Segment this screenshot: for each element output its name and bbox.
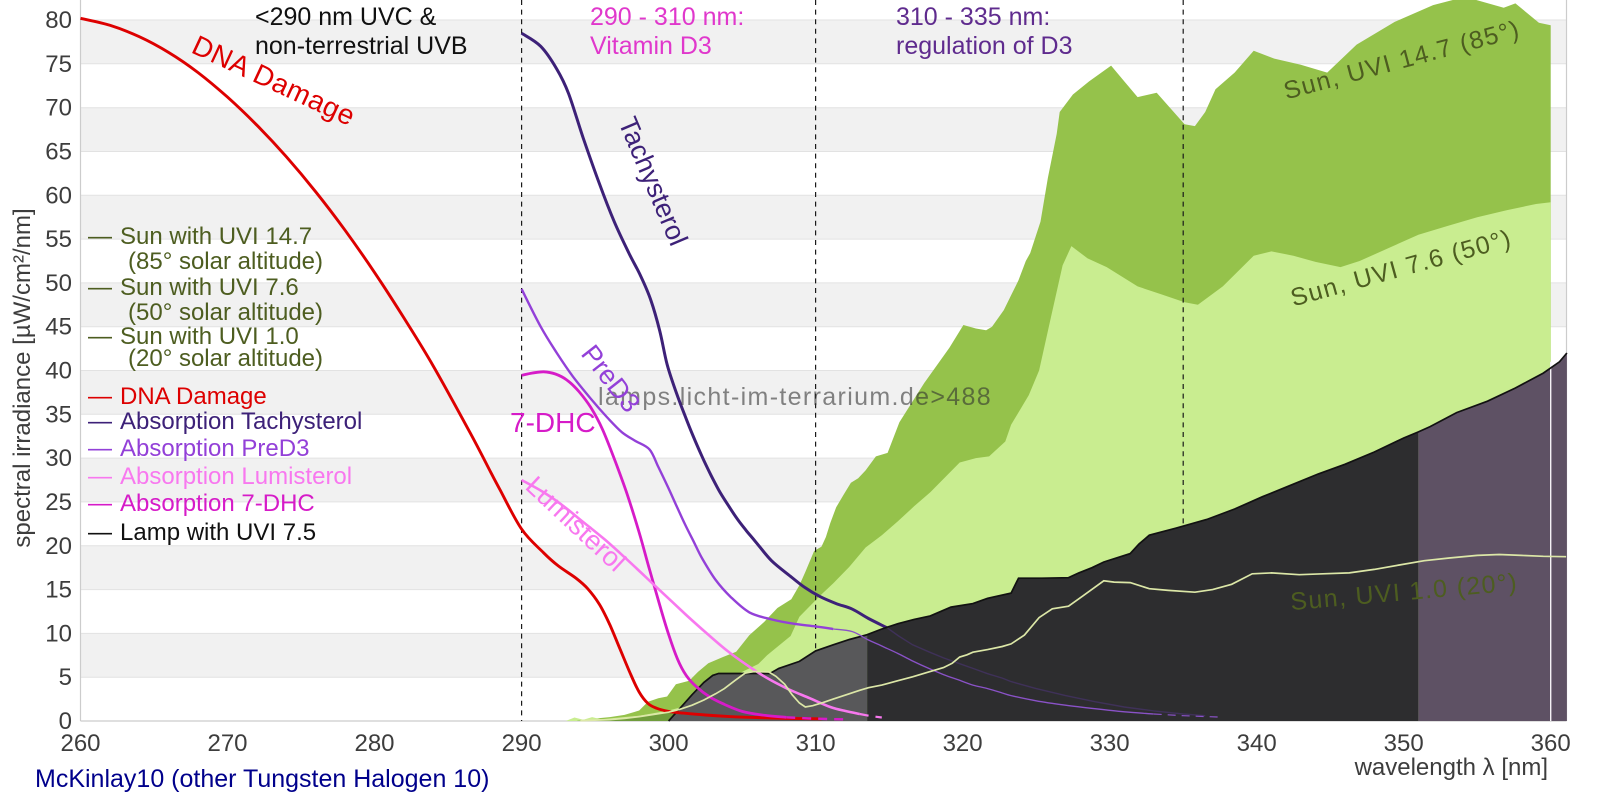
svg-text:(20° solar altitude): (20° solar altitude) <box>128 345 323 372</box>
svg-text:340: 340 <box>1237 730 1277 757</box>
svg-text:Sun with UVI 14.7: Sun with UVI 14.7 <box>120 223 312 250</box>
svg-text:lamps.licht-im-terrarium.de>48: lamps.licht-im-terrarium.de>488 <box>598 383 992 411</box>
svg-text:Absorption PreD3: Absorption PreD3 <box>120 435 309 462</box>
svg-text:—: — <box>88 519 112 546</box>
svg-text:55: 55 <box>45 226 72 253</box>
svg-text:DNA Damage: DNA Damage <box>120 383 267 410</box>
svg-text:45: 45 <box>45 314 72 341</box>
svg-text:—: — <box>88 435 112 462</box>
svg-text:10: 10 <box>45 620 72 647</box>
svg-text:0: 0 <box>59 708 72 735</box>
svg-text:330: 330 <box>1090 730 1130 757</box>
svg-text:360: 360 <box>1531 730 1571 757</box>
svg-text:spectral irradiance [µW/cm²/nm: spectral irradiance [µW/cm²/nm] <box>9 208 36 547</box>
svg-text:70: 70 <box>45 95 72 122</box>
svg-text:—: — <box>88 408 112 435</box>
svg-text:30: 30 <box>45 445 72 472</box>
svg-text:Absorption 7-DHC: Absorption 7-DHC <box>120 490 315 517</box>
svg-text:—: — <box>88 274 112 301</box>
svg-text:280: 280 <box>354 730 394 757</box>
svg-text:20: 20 <box>45 533 72 560</box>
svg-text:15: 15 <box>45 577 72 604</box>
svg-text:7-DHC: 7-DHC <box>510 407 596 438</box>
svg-text:Sun with UVI 7.6: Sun with UVI 7.6 <box>120 274 299 301</box>
svg-text:Sun with UVI 1.0: Sun with UVI 1.0 <box>120 323 299 350</box>
svg-text:40: 40 <box>45 358 72 385</box>
svg-text:<290 nm UVC &: <290 nm UVC & <box>255 3 437 31</box>
svg-text:350: 350 <box>1384 730 1424 757</box>
svg-text:35: 35 <box>45 401 72 428</box>
svg-text:wavelength λ [nm]: wavelength λ [nm] <box>1354 754 1548 781</box>
svg-text:290: 290 <box>502 730 542 757</box>
svg-text:80: 80 <box>45 7 72 34</box>
svg-text:—: — <box>88 383 112 410</box>
svg-text:—: — <box>88 223 112 250</box>
svg-text:non-terrestrial UVB: non-terrestrial UVB <box>255 32 468 60</box>
svg-text:75: 75 <box>45 51 72 78</box>
svg-text:Absorption Tachysterol: Absorption Tachysterol <box>120 408 362 435</box>
svg-text:25: 25 <box>45 489 72 516</box>
svg-text:Absorption Lumisterol: Absorption Lumisterol <box>120 463 352 490</box>
svg-text:320: 320 <box>943 730 983 757</box>
svg-text:—: — <box>88 463 112 490</box>
svg-text:310: 310 <box>796 730 836 757</box>
svg-text:5: 5 <box>59 664 72 691</box>
svg-text:60: 60 <box>45 182 72 209</box>
svg-text:Vitamin D3: Vitamin D3 <box>590 32 712 60</box>
svg-text:(50° solar altitude): (50° solar altitude) <box>128 299 323 326</box>
svg-text:290 - 310 nm:: 290 - 310 nm: <box>590 3 744 31</box>
svg-text:(85° solar altitude): (85° solar altitude) <box>128 248 323 275</box>
svg-text:Lamp with UVI 7.5: Lamp with UVI 7.5 <box>120 519 316 546</box>
svg-text:260: 260 <box>60 730 100 757</box>
svg-text:310 - 335 nm:: 310 - 335 nm: <box>896 3 1050 31</box>
svg-text:65: 65 <box>45 139 72 166</box>
svg-text:270: 270 <box>207 730 247 757</box>
svg-text:—: — <box>88 323 112 350</box>
svg-text:regulation of D3: regulation of D3 <box>896 32 1073 60</box>
svg-text:50: 50 <box>45 270 72 297</box>
svg-text:300: 300 <box>649 730 689 757</box>
svg-text:McKinlay10 (other Tungsten Hal: McKinlay10 (other Tungsten Halogen 10) <box>35 765 489 793</box>
svg-text:—: — <box>88 490 112 517</box>
